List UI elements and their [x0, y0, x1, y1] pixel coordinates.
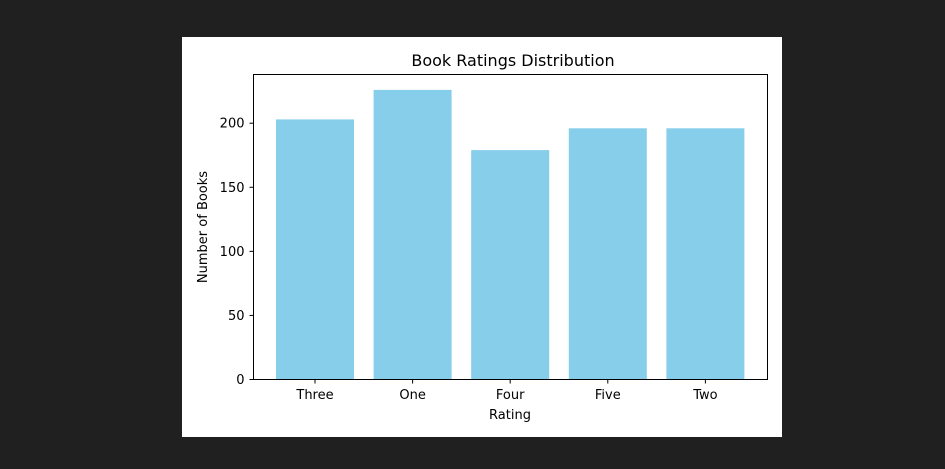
x-tick-label: Five [595, 388, 621, 403]
bar-one [373, 89, 452, 380]
x-axis: Three One Four Five Two [295, 379, 718, 403]
y-tick-label: 200 [220, 117, 245, 132]
x-tick-label: Four [496, 388, 525, 403]
x-tick-label: One [399, 388, 425, 403]
chart-title: Book Ratings Distribution [411, 51, 614, 70]
y-tick-label: 0 [236, 373, 244, 388]
y-tick-label: 50 [228, 309, 245, 324]
bar-three [276, 119, 354, 380]
bar-two [666, 128, 745, 380]
chart-figure: Book Ratings Distribution 0 50 100 150 200 T… [182, 37, 782, 437]
plot-area [276, 89, 745, 380]
x-tick-label: Two [692, 388, 717, 403]
y-axis-label: Number of Books [196, 171, 211, 283]
x-axis-label: Rating [489, 408, 531, 423]
bar-five [568, 128, 647, 380]
bar-chart: Book Ratings Distribution 0 50 100 150 200 T… [196, 51, 768, 423]
y-axis: 0 50 100 150 200 [220, 117, 254, 388]
x-tick-label: Three [295, 388, 333, 403]
y-tick-label: 150 [220, 181, 245, 196]
y-tick-label: 100 [220, 245, 245, 260]
bar-four [471, 150, 550, 380]
